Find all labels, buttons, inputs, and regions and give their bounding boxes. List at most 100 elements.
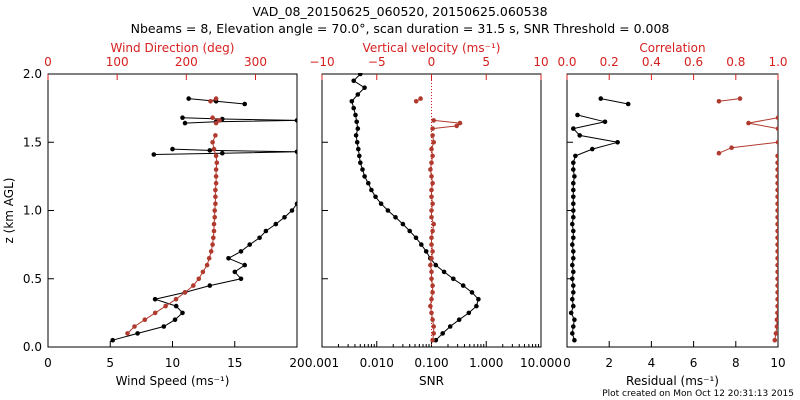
snr-series-0-point [393, 215, 398, 220]
snr-series-0-point [358, 160, 363, 165]
residual-series-1-point [775, 153, 778, 159]
snr-series-1-point [429, 160, 434, 165]
residual-series-0-point [571, 255, 576, 261]
wind-series-1-point [204, 262, 210, 268]
wind-series-1-point [210, 242, 215, 247]
wind-series-0-point [232, 269, 238, 275]
snr-series-1-point [431, 118, 437, 123]
residual-series-1-point [775, 276, 778, 282]
wind-series-0-point [173, 303, 179, 309]
wind-series-0-point [238, 249, 244, 254]
snr-series-0-point [351, 105, 357, 111]
snr-panel: 0.001 0.010 0.100 1.000 10.000 SNR −10 −5 0 5 10 Ve… [305, 41, 562, 388]
snr-series-0-point [366, 180, 371, 186]
snr-series-1-point [429, 276, 434, 282]
wind-top-tick-label: 100 [106, 55, 129, 69]
residual-series-1-point [775, 303, 778, 309]
residual-series-0-point [615, 140, 620, 145]
residual-series-0-line [600, 98, 629, 105]
residual-series-1-point [775, 194, 778, 200]
residual-series-1-point [775, 221, 778, 227]
wind-series-1-point [212, 208, 217, 213]
residual-series-1-line [748, 117, 778, 130]
snr-series-1-point [429, 296, 434, 302]
residual-series-1-point [775, 174, 778, 179]
snr-series-1-point [430, 283, 435, 288]
figure-title-line2: Nbeams = 8, Elevation angle = 70.0°, sca… [131, 21, 670, 36]
wind-series-1-point [210, 115, 215, 120]
residual-frame [566, 73, 779, 348]
snr-series-0-point [354, 119, 360, 125]
snr-series-1-point [429, 310, 434, 316]
residual-series-1-point [775, 167, 778, 172]
snr-series-0-point [358, 73, 363, 77]
snr-series-0-point [385, 208, 391, 213]
wind-bottom-tick-label: 10 [165, 356, 180, 370]
wind-series-1-point [208, 99, 213, 104]
snr-series-0-point [466, 310, 472, 316]
wind-series-1-point [213, 174, 219, 179]
wind-top-tick-label: 0 [44, 55, 52, 69]
residual-series-1-point [775, 290, 778, 295]
residual-series-1-point [775, 296, 778, 302]
wind-series-1-point [212, 215, 217, 220]
residual-series-1-point [775, 242, 778, 247]
residual-series-1-point [774, 317, 778, 322]
snr-top-tick-label: 5 [482, 55, 490, 69]
residual-bottom-tick-label: 6 [690, 356, 698, 370]
wind-series-1-point [213, 120, 219, 126]
residual-series-0-point [575, 112, 580, 118]
wind-series-0-point [180, 310, 185, 316]
residual-series-0-point [571, 235, 576, 241]
snr-series-0-point [400, 221, 406, 227]
residual-series-1-point [775, 249, 778, 254]
wind-series-0-point [220, 150, 225, 156]
wind-series-1-point [213, 194, 218, 200]
residual-series-0-point [590, 146, 595, 152]
snr-series-1-point [429, 194, 434, 200]
residual-series-0-point [571, 208, 576, 213]
wind-series-1-point [196, 276, 202, 282]
y-tick-label: 0.0 [23, 340, 42, 354]
residual-bottom-tick-label: 8 [732, 356, 740, 370]
snr-series-1-point [430, 133, 435, 138]
wind-series-0-point [161, 324, 167, 329]
wind-panel: 0 5 10 15 20 Wind Speed (ms⁻¹) 0 100 200 300 Wind … [2, 41, 305, 388]
snr-series-1-point [429, 208, 434, 213]
snr-series-0-point [433, 262, 439, 268]
snr-series-1-point [431, 324, 437, 329]
wind-series-1-point [211, 146, 217, 152]
wind-series-1-point [210, 140, 215, 145]
snr-series-0-point [355, 126, 361, 131]
snr-series-1-point [413, 99, 419, 104]
snr-series-0-point [451, 276, 456, 282]
snr-series-1-point [430, 249, 435, 254]
snr-series-0-point [441, 269, 447, 275]
snr-series-1-point [430, 317, 435, 323]
wind-series-1-point [213, 187, 218, 193]
residual-series-1-point [775, 283, 778, 288]
snr-series-0-point [433, 337, 439, 343]
residual-series-0-point [571, 215, 576, 220]
snr-series-1-point [429, 174, 434, 179]
y-tick-label: 0.5 [23, 272, 42, 286]
residual-series-0-point [577, 133, 582, 138]
wind-series-0-point [273, 221, 279, 227]
wind-series-0-point [289, 208, 295, 213]
residual-series-1-point [775, 180, 778, 186]
residual-series-1-point [716, 150, 722, 156]
snr-bottom-tick-label: 1.000 [469, 356, 503, 370]
wind-series-1-point [200, 269, 206, 275]
snr-series-0-point [476, 296, 481, 302]
wind-series-0-point [207, 148, 213, 153]
wind-top-axis-label: Wind Direction (deg) [111, 41, 235, 55]
wind-series-0-point [294, 201, 297, 206]
snr-series-0-point [369, 187, 374, 193]
residual-top-axis-label: Correlation [639, 41, 705, 55]
snr-series-1-point [428, 167, 433, 172]
residual-series-1-point [716, 99, 722, 104]
residual-series-1-point [775, 208, 778, 213]
plot-footer: Plot created on Mon Oct 12 20:31:13 2015 [602, 389, 794, 399]
wind-bottom-tick-label: 0 [44, 356, 52, 370]
